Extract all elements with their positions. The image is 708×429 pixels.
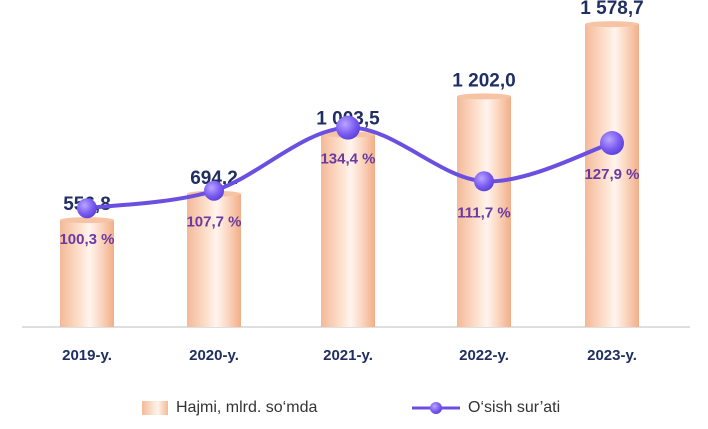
legend-item-growth: O‘sish sur’ati [410,393,560,423]
category-label: 2020-y. [189,347,239,364]
bar [187,193,241,327]
legend: Hajmi, mlrd. so‘mda O‘sish sur’ati [0,393,708,423]
growth-marker [204,180,224,201]
bar-value-label: 1 578,7 [580,0,643,19]
category-label: 2019-y. [62,347,112,364]
growth-rate-labels: 100,3 % 107,7 % 134,4 % 111,7 % 127,9 % [59,151,639,249]
legend-item-volume: Hajmi, mlrd. so‘mda [142,393,317,423]
growth-rate-label: 107,7 % [186,214,241,231]
category-label: 2021-y. [323,347,373,364]
category-label: 2022-y. [459,347,509,364]
growth-marker [600,131,624,156]
growth-marker [474,171,494,192]
bar-value-label: 1 202,0 [452,70,515,91]
growth-rate-label: 111,7 % [457,204,510,221]
growth-rate-label: 127,9 % [584,166,639,183]
growth-marker [336,115,360,140]
bar-top-cap [60,217,114,224]
bar [321,134,375,327]
bar-top-cap [585,21,639,28]
legend-line-swatch [412,402,460,414]
growth-marker [77,198,97,219]
bar [60,220,114,327]
bar-top-cap [457,93,511,100]
bar-value-label: 694,2 [190,168,238,189]
category-labels: 2019-y. 2020-y. 2021-y. 2022-y. 2023-y. [62,347,637,364]
bars-layer [60,21,639,328]
legend-bar-swatch [142,401,168,415]
growth-rate-label: 100,3 % [59,231,114,248]
legend-label-volume: Hajmi, mlrd. so‘mda [176,399,318,416]
legend-label-growth: O‘sish sur’ati [468,399,561,416]
category-label: 2023-y. [587,347,637,364]
chart: 556,8694,21 003,51 202,01 578,7 100,3 %1… [22,0,690,364]
growth-markers [77,115,624,219]
bar [457,96,511,328]
growth-rate-label: 134,4 % [320,151,375,168]
bar [585,24,639,327]
